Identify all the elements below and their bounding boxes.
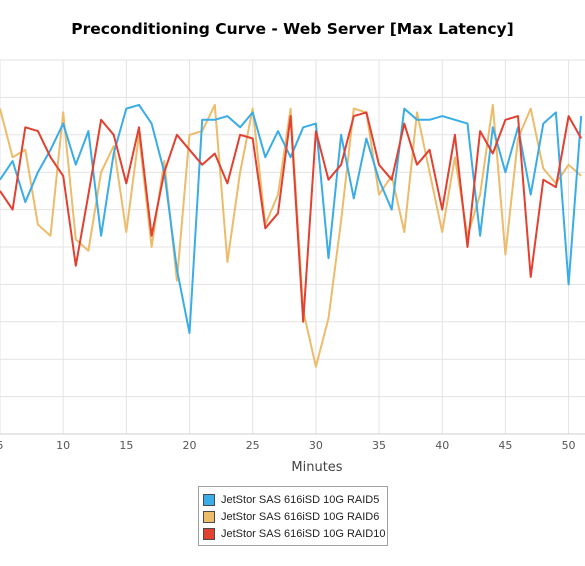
x-tick-label: 15 [119,439,133,452]
x-tick-label: 35 [372,439,386,452]
chart-title: Preconditioning Curve - Web Server [Max … [71,20,514,38]
series-line-raid5 [0,103,583,334]
x-tick-labels: 5 10 15 20 25 30 35 40 45 50 [0,439,576,452]
legend-swatch-raid5 [203,493,215,506]
x-tick-label: 30 [309,439,323,452]
series-line-raid6 [0,103,582,368]
x-tick-label: 5 [0,439,4,452]
x-tick-label: 10 [56,439,70,452]
legend-swatch-raid6 [203,510,215,523]
chart-legend: JetStor SAS 616iSD 10G RAID5 JetStor SAS… [198,486,388,546]
series-lines [0,103,583,368]
x-tick-label: 25 [246,439,260,452]
x-tick-label: 40 [435,439,449,452]
legend-swatch-raid10 [203,527,215,540]
legend-item-raid5: JetStor SAS 616iSD 10G RAID5 [203,491,381,508]
x-axis-label: Minutes [291,460,342,475]
legend-item-raid6: JetStor SAS 616iSD 10G RAID6 [203,508,381,525]
legend-label-raid5: JetStor SAS 616iSD 10G RAID5 [221,493,380,506]
legend-item-raid10: JetStor SAS 616iSD 10G RAID10 [203,525,385,542]
grid-lines [0,59,585,435]
x-tick-label: 50 [562,439,576,452]
x-tick-label: 45 [498,439,512,452]
series-line-raid10 [0,111,583,323]
legend-label-raid6: JetStor SAS 616iSD 10G RAID6 [221,510,380,523]
legend-label-raid10: JetStor SAS 616iSD 10G RAID10 [221,527,386,540]
x-tick-label: 20 [183,439,197,452]
